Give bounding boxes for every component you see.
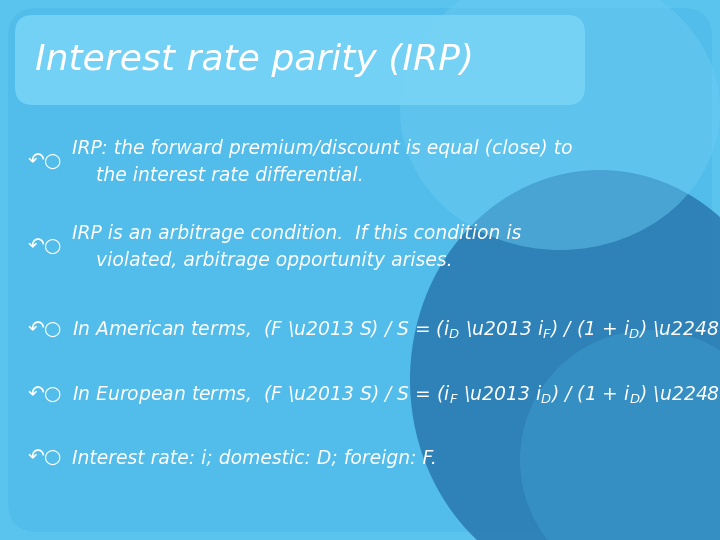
Text: ↶○: ↶○ xyxy=(28,321,63,340)
Text: In American terms,  (F \u2013 S) / S = (i$_D$ \u2013 i$_F$) / (1 + i$_D$) \u2248: In American terms, (F \u2013 S) / S = (i… xyxy=(72,319,720,341)
Text: Interest rate parity (IRP): Interest rate parity (IRP) xyxy=(35,43,474,77)
Text: ↶○: ↶○ xyxy=(28,238,63,256)
Text: IRP: the forward premium/discount is equal (close) to
    the interest rate diff: IRP: the forward premium/discount is equ… xyxy=(72,139,572,185)
Text: In European terms,  (F \u2013 S) / S = (i$_F$ \u2013 i$_D$) / (1 + i$_D$) \u2248: In European terms, (F \u2013 S) / S = (i… xyxy=(72,383,720,407)
Text: ↶○: ↶○ xyxy=(28,449,63,468)
Ellipse shape xyxy=(400,0,720,250)
FancyBboxPatch shape xyxy=(8,8,712,532)
Text: ↶○: ↶○ xyxy=(28,152,63,172)
Text: ↶○: ↶○ xyxy=(28,386,63,404)
Text: IRP is an arbitrage condition.  If this condition is
    violated, arbitrage opp: IRP is an arbitrage condition. If this c… xyxy=(72,224,521,270)
Ellipse shape xyxy=(520,330,720,540)
Ellipse shape xyxy=(410,170,720,540)
FancyBboxPatch shape xyxy=(15,15,585,105)
Text: Interest rate: i; domestic: D; foreign: F.: Interest rate: i; domestic: D; foreign: … xyxy=(72,449,437,468)
